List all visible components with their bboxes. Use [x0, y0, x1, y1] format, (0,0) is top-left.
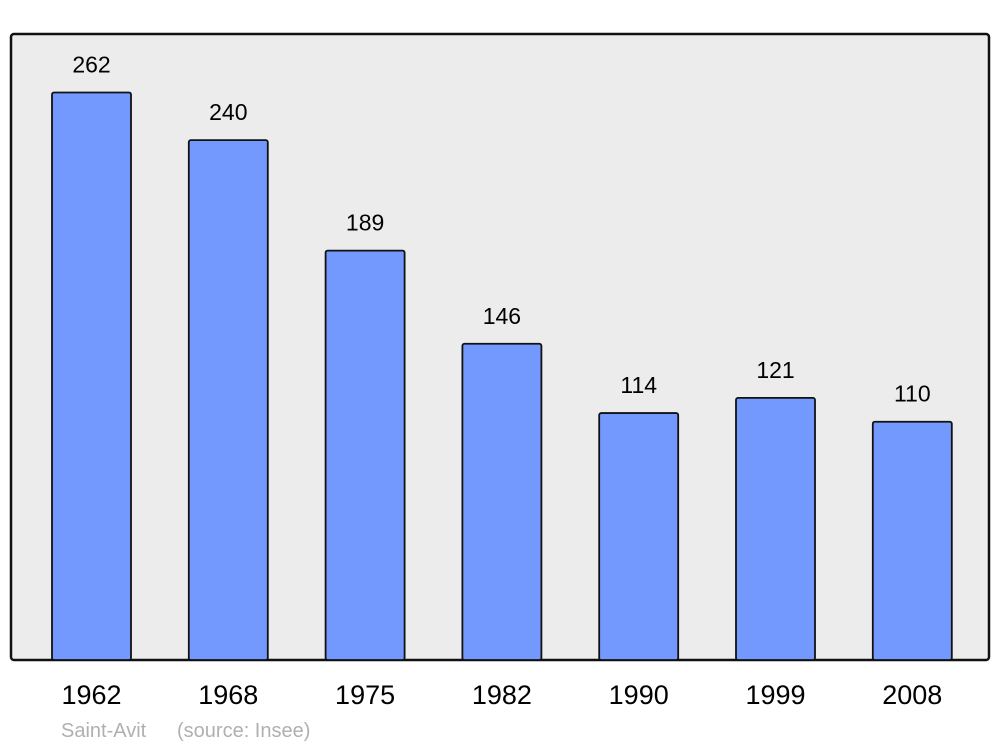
bar-1968 — [187, 139, 269, 661]
x-tick-1982: 1982 — [472, 680, 532, 710]
footer-source: (source: Insee) — [177, 720, 310, 742]
data-label-1990: 114 — [620, 372, 657, 398]
bar-1990 — [598, 412, 680, 661]
data-label-1975: 189 — [346, 210, 384, 236]
x-tick-1962: 1962 — [61, 680, 121, 710]
x-tick-1999: 1999 — [745, 680, 805, 710]
bar-1962 — [51, 91, 132, 661]
data-label-1962: 262 — [72, 51, 110, 77]
x-tick-1975: 1975 — [335, 680, 395, 710]
bar-2008 — [871, 420, 953, 661]
x-tick-2008: 2008 — [882, 680, 942, 710]
data-label-1968: 240 — [209, 99, 247, 125]
bar-1999 — [735, 397, 816, 661]
data-label-1999: 121 — [756, 357, 794, 383]
data-label-1982: 146 — [483, 303, 521, 329]
bar-1982 — [461, 342, 543, 661]
x-tick-1990: 1990 — [609, 680, 669, 710]
footer-place: Saint-Avit — [61, 720, 147, 742]
data-label-2008: 110 — [894, 381, 931, 407]
x-tick-1968: 1968 — [198, 680, 258, 710]
bar-1975 — [324, 249, 406, 661]
